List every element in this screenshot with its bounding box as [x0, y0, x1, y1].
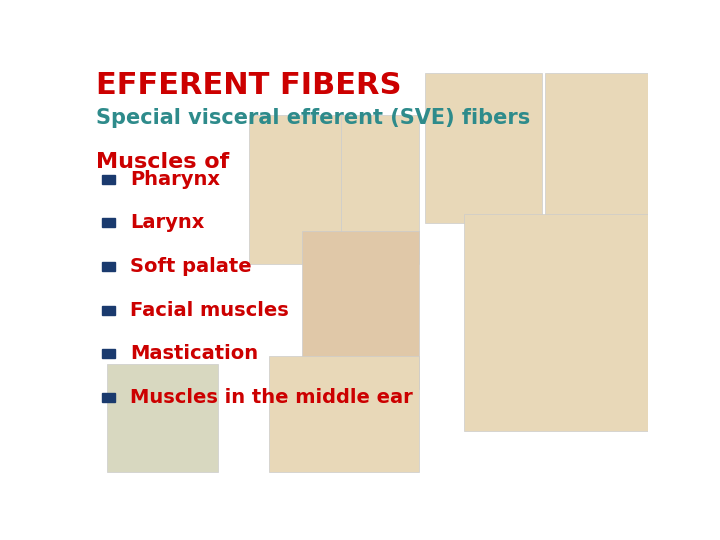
Bar — [102, 349, 114, 359]
Bar — [341, 114, 419, 265]
Bar — [464, 214, 648, 431]
Bar — [425, 73, 542, 223]
Text: Facial muscles: Facial muscles — [130, 301, 289, 320]
Text: Special visceral efferent (SVE) fibers: Special visceral efferent (SVE) fibers — [96, 109, 530, 129]
Bar — [249, 114, 341, 265]
Bar — [302, 231, 419, 389]
Text: Mastication: Mastication — [130, 345, 258, 363]
Text: Soft palate: Soft palate — [130, 257, 252, 276]
Bar — [102, 306, 114, 315]
Text: EFFERENT FIBERS: EFFERENT FIBERS — [96, 71, 401, 100]
Text: Muscles in the middle ear: Muscles in the middle ear — [130, 388, 413, 407]
Text: Pharynx: Pharynx — [130, 170, 220, 188]
Bar — [545, 73, 648, 223]
Bar — [102, 393, 114, 402]
Bar — [102, 174, 114, 184]
Bar — [102, 218, 114, 227]
Text: Larynx: Larynx — [130, 213, 204, 232]
Bar — [269, 356, 419, 472]
Text: Muscles of: Muscles of — [96, 152, 229, 172]
Bar — [107, 364, 218, 472]
Bar — [102, 262, 114, 271]
